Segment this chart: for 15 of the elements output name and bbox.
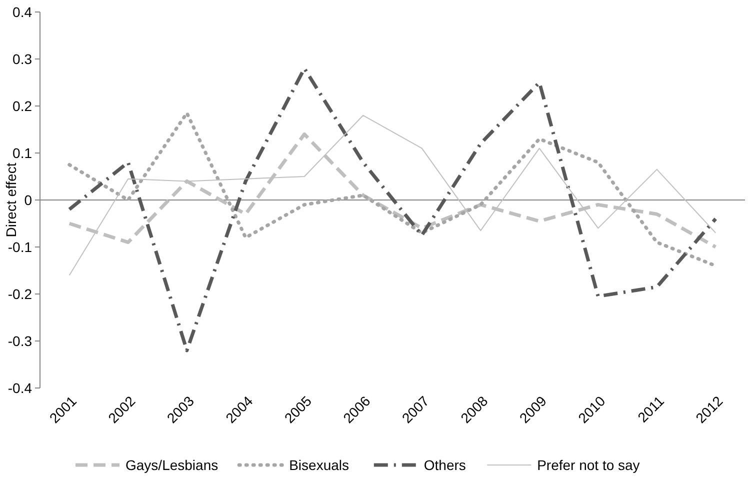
y-tick-label: -0.3 — [8, 332, 32, 349]
y-tick-label: 0.4 — [12, 4, 32, 20]
y-tick-label: -0.4 — [8, 380, 32, 396]
line-series — [68, 66, 718, 352]
y-axis-title: Direct effect — [3, 162, 19, 238]
legend-label: Gays/Lesbians — [126, 456, 218, 473]
y-tick-label: -0.1 — [8, 238, 32, 255]
y-tick-label: 0 — [24, 192, 32, 208]
legend-label: Bisexuals — [289, 456, 350, 473]
y-tick-label: -0.2 — [8, 286, 32, 302]
legend-label: Prefer not to say — [537, 456, 640, 473]
y-tick-label: 0.2 — [12, 98, 32, 114]
y-tick-label: 0.3 — [12, 50, 32, 67]
y-tick-label: 0.1 — [12, 144, 32, 161]
legend-label: Others — [424, 456, 466, 473]
